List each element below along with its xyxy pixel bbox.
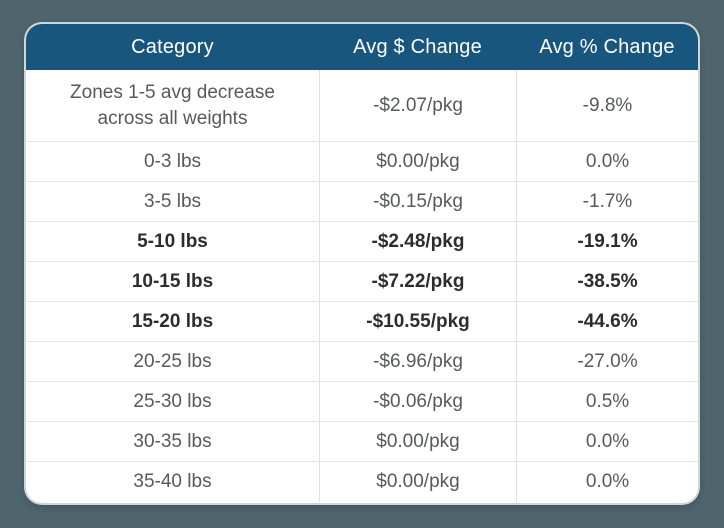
cell-text: -19.1%: [577, 230, 638, 252]
cell-text: -1.7%: [582, 190, 633, 212]
table-row: 25-30 lbs -$0.06/pkg 0.5%: [26, 382, 698, 422]
category-cell: 35-40 lbs: [26, 462, 319, 502]
cell-text: -$2.48/pkg: [371, 230, 465, 252]
cell-text: -27.0%: [577, 350, 638, 372]
cell-text: $0.00/pkg: [376, 430, 460, 452]
avg-dollar-change-cell: -$10.55/pkg: [319, 302, 516, 341]
avg-percent-change-cell: -44.6%: [516, 302, 698, 341]
category-cell: 25-30 lbs: [26, 382, 319, 421]
cell-text: 20-25 lbs: [133, 350, 212, 372]
category-cell: 15-20 lbs: [26, 302, 319, 341]
table-row: 5-10 lbs -$2.48/pkg -19.1%: [26, 222, 698, 262]
cell-text: 0.0%: [585, 471, 630, 492]
avg-dollar-change-cell: $0.00/pkg: [319, 462, 516, 502]
category-cell: 10-15 lbs: [26, 262, 319, 301]
cell-text: $0.00/pkg: [376, 471, 460, 492]
cell-text: -9.8%: [582, 94, 633, 116]
cell-text: Zones 1-5 avg decrease across all weight…: [70, 81, 275, 129]
cell-text: 5-10 lbs: [137, 230, 208, 252]
cell-text: 15-20 lbs: [131, 310, 214, 332]
column-header-category: Category: [131, 35, 214, 58]
cell-text: 0-3 lbs: [143, 150, 202, 172]
table-row: 0-3 lbs $0.00/pkg 0.0%: [26, 142, 698, 182]
cell-text: 3-5 lbs: [143, 190, 202, 212]
category-cell: Zones 1-5 avg decrease across all weight…: [26, 70, 319, 141]
cell-text: 35-40 lbs: [133, 471, 212, 493]
cell-text: $0.00/pkg: [376, 150, 460, 172]
avg-percent-change-cell: -1.7%: [516, 182, 698, 221]
cell-text: 25-30 lbs: [133, 390, 212, 412]
category-cell: 30-35 lbs: [26, 422, 319, 461]
avg-percent-change-cell: -9.8%: [516, 70, 698, 141]
cell-text: -$0.06/pkg: [373, 390, 463, 412]
avg-percent-change-cell: 0.0%: [516, 462, 698, 502]
cell-text: -$6.96/pkg: [373, 350, 463, 372]
cell-text: -$2.07/pkg: [373, 94, 463, 116]
cell-text: -38.5%: [577, 270, 638, 292]
shipping-rate-change-table: Category Avg $ Change Avg % Change Zones…: [26, 24, 698, 503]
cell-text: 0.0%: [585, 150, 630, 172]
cell-text: -44.6%: [577, 310, 638, 332]
cell-text: 30-35 lbs: [133, 430, 212, 452]
avg-percent-change-cell: -27.0%: [516, 342, 698, 381]
avg-percent-change-cell: -38.5%: [516, 262, 698, 301]
avg-percent-change-cell: 0.0%: [516, 422, 698, 461]
category-cell: 5-10 lbs: [26, 222, 319, 261]
cell-text: 0.0%: [585, 430, 630, 452]
table-row: 10-15 lbs -$7.22/pkg -38.5%: [26, 262, 698, 302]
table-row: 15-20 lbs -$10.55/pkg -44.6%: [26, 302, 698, 342]
category-cell: 20-25 lbs: [26, 342, 319, 381]
table-row: Zones 1-5 avg decrease across all weight…: [26, 70, 698, 142]
table-row: 3-5 lbs -$0.15/pkg -1.7%: [26, 182, 698, 222]
cell-text: -$10.55/pkg: [366, 310, 470, 332]
cell-text: -$0.15/pkg: [373, 190, 463, 212]
avg-dollar-change-cell: -$7.22/pkg: [319, 262, 516, 301]
cell-text: -$7.22/pkg: [371, 270, 465, 292]
avg-dollar-change-cell: $0.00/pkg: [319, 422, 516, 461]
table-row: 35-40 lbs $0.00/pkg 0.0%: [26, 462, 698, 502]
avg-dollar-change-cell: -$0.06/pkg: [319, 382, 516, 421]
table-header-row: Category Avg $ Change Avg % Change: [26, 24, 698, 70]
table-row: 20-25 lbs -$6.96/pkg -27.0%: [26, 342, 698, 382]
category-cell: 0-3 lbs: [26, 142, 319, 181]
avg-percent-change-cell: 0.0%: [516, 142, 698, 181]
avg-dollar-change-cell: -$6.96/pkg: [319, 342, 516, 381]
avg-dollar-change-cell: -$2.07/pkg: [319, 70, 516, 141]
table-row: 30-35 lbs $0.00/pkg 0.0%: [26, 422, 698, 462]
avg-dollar-change-cell: -$0.15/pkg: [319, 182, 516, 221]
column-header-avg-percent-change: Avg % Change: [539, 35, 675, 58]
avg-dollar-change-cell: $0.00/pkg: [319, 142, 516, 181]
cell-text: 10-15 lbs: [131, 270, 214, 292]
cell-text: 0.5%: [585, 390, 630, 412]
avg-dollar-change-cell: -$2.48/pkg: [319, 222, 516, 261]
avg-percent-change-cell: -19.1%: [516, 222, 698, 261]
column-header-avg-dollar-change: Avg $ Change: [353, 35, 482, 58]
table-body: Zones 1-5 avg decrease across all weight…: [26, 70, 698, 503]
category-cell: 3-5 lbs: [26, 182, 319, 221]
avg-percent-change-cell: 0.5%: [516, 382, 698, 421]
